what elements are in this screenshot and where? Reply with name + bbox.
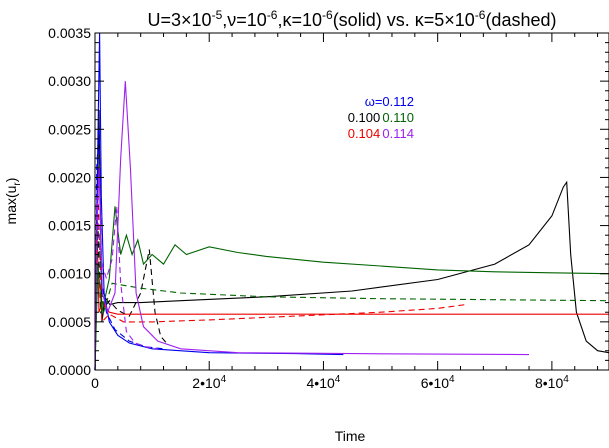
x-tick-label: 8•104 (535, 374, 569, 391)
y-tick-label: 0.0035 (48, 25, 91, 41)
plot-frame (94, 32, 609, 371)
legend-annotation: 0.100 (348, 110, 381, 125)
series-line-0.110-solid (94, 206, 609, 371)
y-tick-label: 0.0025 (48, 121, 91, 137)
y-tick-label: 0.0020 (48, 169, 91, 185)
y-tick-labels: 0.0000 0.0005 0.0010 0.0015 0.0020 0.0025 0.00… (48, 25, 91, 378)
y-axis-title: max(ur) (3, 178, 23, 225)
series-line-0.114-solid (94, 81, 530, 371)
legend-annotation: 0.110 (382, 110, 414, 125)
chart-title: U=3×10-5,ν=10-6,κ=10-6(solid) vs. κ=5×10… (148, 8, 557, 30)
series-layer (94, 32, 609, 371)
x-tick-label: 0 (91, 375, 99, 391)
legend-annotation: 0.104 (348, 126, 381, 141)
legend-annotation: ω=0.112 (365, 94, 414, 109)
y-tick-label: 0.0000 (48, 362, 91, 378)
axis-ticks (94, 32, 609, 371)
series-line-0.104-solid (94, 215, 609, 371)
series-line-0.100-solid (94, 109, 609, 371)
legend-annotation: 0.114 (382, 126, 414, 141)
y-tick-label: 0.0010 (48, 266, 91, 282)
x-tick-label: 4•104 (307, 374, 341, 391)
series-line-0.112-dashed (94, 129, 164, 371)
y-tick-label: 0.0005 (48, 314, 91, 330)
series-line-0.100-dashed (94, 215, 167, 371)
series-line-0.110-dashed (94, 225, 609, 371)
y-tick-label: 0.0015 (48, 218, 91, 234)
x-axis-title: Time (335, 428, 366, 444)
x-tick-label: 6•104 (421, 374, 455, 391)
series-line-0.114-dashed (94, 196, 158, 371)
y-tick-label: 0.0030 (48, 73, 91, 89)
series-line-0.104-dashed (94, 187, 467, 371)
x-tick-label: 2•104 (192, 374, 226, 391)
x-tick-labels: 0 2•104 4•104 6•104 8•104 (91, 374, 569, 391)
